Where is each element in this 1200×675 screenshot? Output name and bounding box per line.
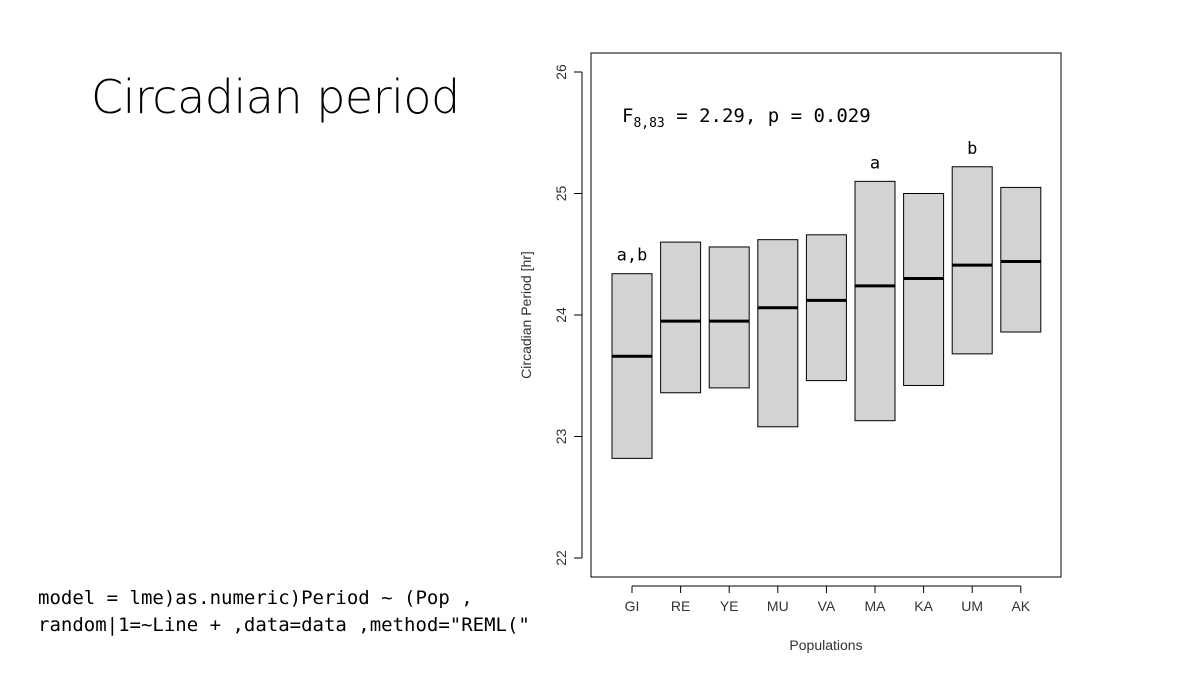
y-tick-label: 22 bbox=[553, 550, 569, 566]
y-axis-title: Circadian Period [hr] bbox=[518, 251, 534, 379]
box-rect bbox=[854, 180, 896, 422]
anova-result: = 2.29, p = 0.029 bbox=[665, 105, 871, 127]
box-ak bbox=[1000, 186, 1042, 333]
x-tick-label: AK bbox=[1011, 598, 1030, 614]
y-tick-label: 26 bbox=[553, 64, 569, 80]
significance-letter: a bbox=[870, 153, 880, 173]
x-tick-label: VA bbox=[818, 598, 836, 614]
box-rect bbox=[1000, 186, 1042, 333]
code-line: random|1=~Line + ,data=data ,method="REM… bbox=[38, 614, 530, 636]
box-ka bbox=[903, 193, 945, 386]
x-tick-label: GI bbox=[625, 598, 640, 614]
box-rect bbox=[660, 241, 702, 394]
box-gi: a,b bbox=[611, 246, 653, 459]
box-ye bbox=[708, 246, 750, 389]
y-tick-label: 23 bbox=[553, 429, 569, 445]
box-rect bbox=[805, 234, 847, 382]
y-tick-label: 25 bbox=[553, 186, 569, 202]
box-rect bbox=[951, 166, 993, 355]
box-rect bbox=[903, 193, 945, 386]
anova-df-subscript: 8,83 bbox=[633, 116, 664, 131]
box-series: a,b a b bbox=[611, 139, 1042, 459]
y-axis: 22 23 24 25 26 bbox=[553, 64, 583, 566]
x-tick-label: UM bbox=[961, 598, 983, 614]
box-ma: a bbox=[854, 153, 896, 422]
x-tick-label: YE bbox=[720, 598, 739, 614]
box-re bbox=[660, 241, 702, 394]
plot-frame bbox=[590, 52, 1062, 578]
significance-letter: a,b bbox=[617, 246, 648, 266]
slide-title: Circadian period bbox=[91, 70, 460, 124]
box-rect bbox=[611, 273, 653, 459]
anova-annotation: F8,83 = 2.29, p = 0.029 bbox=[622, 105, 871, 131]
box-va bbox=[805, 234, 847, 382]
box-rect bbox=[757, 239, 799, 428]
y-tick-label: 24 bbox=[553, 307, 569, 323]
x-axis-title: Populations bbox=[789, 637, 862, 653]
box-um: b bbox=[951, 139, 993, 355]
significance-letter: b bbox=[967, 139, 977, 159]
x-axis: GI RE YE MU VA MA KA UM AK bbox=[625, 585, 1031, 614]
code-line: model = lme)as.numeric)Period ~ (Pop , bbox=[38, 587, 473, 609]
anova-stat-symbol: F bbox=[622, 105, 633, 127]
x-tick-label: RE bbox=[671, 598, 690, 614]
x-tick-label: KA bbox=[914, 598, 933, 614]
box-mu bbox=[757, 239, 799, 428]
x-tick-label: MA bbox=[865, 598, 887, 614]
code-block: model = lme)as.numeric)Period ~ (Pop , ra… bbox=[38, 585, 530, 639]
box-rect bbox=[708, 246, 750, 389]
x-tick-label: MU bbox=[767, 598, 789, 614]
